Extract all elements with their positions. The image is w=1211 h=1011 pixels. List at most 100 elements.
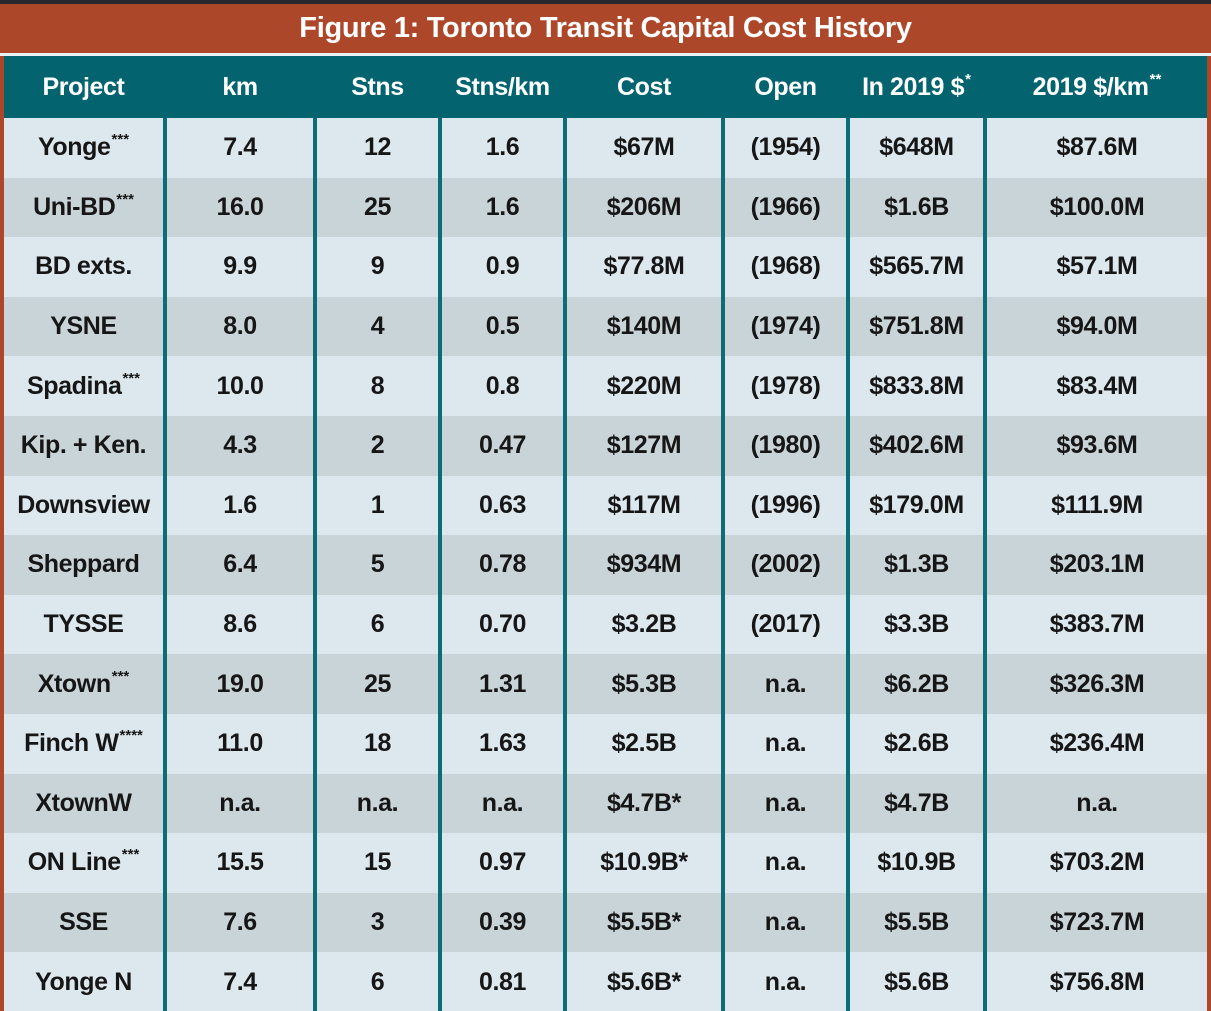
table-cell-value: 15 bbox=[363, 848, 391, 877]
table-cell-value: $179.0M bbox=[869, 490, 964, 519]
table-cell: n.a. bbox=[725, 773, 850, 834]
table-cell: $67M bbox=[567, 118, 725, 178]
table-cell-value: (1954) bbox=[750, 133, 821, 162]
table-cell: $111.9M bbox=[987, 476, 1207, 536]
table-cell: 0.8 bbox=[442, 356, 567, 416]
table-cell: (1978) bbox=[725, 356, 850, 416]
table-row: ON Line *** 15.5 15 0.97 $10.9B* n.a. $10.9B $70… bbox=[4, 833, 1207, 893]
table-row: BD exts. 9.9 9 0.9 $77.8M (1968) $565.7M $57.1M bbox=[4, 237, 1207, 297]
table-cell: 15 bbox=[317, 833, 442, 893]
table-cell-value: n.a. bbox=[1076, 788, 1118, 817]
table-cell: Yonge *** bbox=[4, 118, 167, 178]
table-cell: n.a. bbox=[725, 654, 850, 714]
table-cell: $4.7B* bbox=[567, 773, 725, 834]
title-separator-line bbox=[0, 53, 1211, 56]
table-cell-value: 0.70 bbox=[478, 610, 527, 639]
table-cell-value: ON Line bbox=[27, 848, 121, 877]
footnote-marker: ** bbox=[1149, 70, 1162, 88]
table-cell: 19.0 bbox=[167, 654, 317, 714]
footnote-marker: *** bbox=[116, 190, 134, 208]
table-cell-value: $220M bbox=[606, 371, 682, 400]
table-cell-value: $10.9B bbox=[877, 848, 956, 877]
table-cell-value: 1.6 bbox=[223, 490, 257, 519]
table-row: XtownW n.a. n.a. n.a. $4.7B* n.a. $4.7B n.a. bbox=[4, 773, 1207, 834]
table-cell: 6 bbox=[317, 594, 442, 655]
header-cell-label: Project bbox=[42, 72, 125, 101]
table-cell: 0.5 bbox=[442, 296, 567, 357]
table-cell-value: 19.0 bbox=[216, 669, 264, 698]
table-cell-value: $703.2M bbox=[1049, 848, 1145, 877]
table-cell: (2002) bbox=[725, 535, 850, 595]
footnote-marker: * bbox=[965, 70, 971, 88]
table-cell-value: $93.6M bbox=[1056, 431, 1138, 460]
table-cell: $934M bbox=[567, 535, 725, 595]
table-header-row: Project km Stns Stns/km Cost Open In 2019 $ * 20… bbox=[4, 56, 1207, 118]
table-cell: (1968) bbox=[725, 237, 850, 297]
table-cell: $57.1M bbox=[987, 237, 1207, 297]
table-cell: $1.3B bbox=[850, 535, 987, 595]
table-cell: 0.39 bbox=[442, 892, 567, 953]
table-cell: Kip. + Ken. bbox=[4, 415, 167, 476]
table-cell-value: 8.6 bbox=[223, 610, 257, 639]
table-cell-value: $5.3B bbox=[611, 669, 677, 698]
table-cell: $127M bbox=[567, 415, 725, 476]
table-cell-value: 6 bbox=[370, 610, 385, 639]
table-cell: $2.6B bbox=[850, 713, 987, 774]
table-cell: 4 bbox=[317, 296, 442, 357]
table-row: Yonge *** 7.4 12 1.6 $67M (1954) $648M $87.6M bbox=[4, 118, 1207, 178]
table-cell-value: 4.3 bbox=[223, 431, 257, 460]
table-row: YSNE 8.0 4 0.5 $140M (1974) $751.8M $94.0M bbox=[4, 296, 1207, 357]
table-cell-value: 9 bbox=[370, 252, 385, 281]
table-cell-value: (1966) bbox=[750, 192, 821, 221]
table-cell: $83.4M bbox=[987, 356, 1207, 416]
table-cell-value: $140M bbox=[606, 312, 682, 341]
table-cell-value: 0.5 bbox=[485, 312, 520, 341]
table-cell-value: $5.6B* bbox=[606, 967, 682, 996]
table-cell-value: 0.9 bbox=[485, 252, 520, 281]
table-cell: $402.6M bbox=[850, 415, 987, 476]
table-cell-value: (1978) bbox=[750, 371, 821, 400]
table-cell-value: $934M bbox=[606, 550, 682, 579]
table-cell: BD exts. bbox=[4, 237, 167, 297]
table-cell-value: $1.6B bbox=[884, 192, 949, 221]
table-cell: 0.47 bbox=[442, 415, 567, 476]
table-cell-value: 18 bbox=[363, 729, 391, 758]
table-cell: (2017) bbox=[725, 594, 850, 655]
table-cell-value: XtownW bbox=[35, 788, 132, 817]
table-cell-value: 5 bbox=[370, 550, 385, 579]
table-cell: 10.0 bbox=[167, 356, 317, 416]
table-cell: 8.0 bbox=[167, 296, 317, 357]
table-cell-value: $117M bbox=[607, 490, 681, 519]
header-cell-label: km bbox=[222, 72, 258, 101]
table-cell: 5 bbox=[317, 535, 442, 595]
table-cell: 15.5 bbox=[167, 833, 317, 893]
table-cell: 9 bbox=[317, 237, 442, 297]
table-row: Sheppard 6.4 5 0.78 $934M (2002) $1.3B $203.1M bbox=[4, 535, 1207, 595]
table-cell-value: $127M bbox=[606, 431, 682, 460]
table-cell-value: n.a. bbox=[764, 669, 807, 698]
table-cell-value: 25 bbox=[363, 192, 391, 221]
table-cell-value: $4.7B bbox=[884, 788, 949, 817]
table-cell: $5.5B bbox=[850, 892, 987, 953]
table-cell-value: (2002) bbox=[750, 550, 821, 579]
table-cell: $723.7M bbox=[987, 893, 1207, 953]
table-cell: n.a. bbox=[725, 713, 850, 774]
table-cell-value: 7.6 bbox=[223, 908, 257, 937]
table-row: Yonge N 7.4 6 0.81 $5.6B* n.a. $5.6B $756.8M bbox=[4, 952, 1207, 1011]
table-cell: $140M bbox=[567, 296, 725, 357]
table-cell: 8.6 bbox=[167, 594, 317, 655]
table-cell-value: 0.47 bbox=[478, 431, 527, 460]
table-row: SSE 7.6 3 0.39 $5.5B* n.a. $5.5B $723.7M bbox=[4, 892, 1207, 953]
table-cell-value: 0.39 bbox=[478, 908, 527, 937]
table-cell-value: Downsview bbox=[17, 490, 150, 519]
table-cell: Finch W **** bbox=[4, 713, 167, 774]
table-cell-value: (1980) bbox=[750, 431, 821, 460]
table-cell-value: 9.9 bbox=[223, 252, 257, 281]
table-cell-value: $5.5B* bbox=[606, 908, 682, 937]
table-cell-value: Spadina bbox=[27, 371, 122, 400]
table-cell: $236.4M bbox=[987, 714, 1207, 774]
header-cell-km: km bbox=[167, 56, 317, 118]
table-cell-value: 1.6 bbox=[485, 133, 520, 162]
table-cell: $3.3B bbox=[850, 594, 987, 655]
table-cell: Spadina *** bbox=[4, 356, 167, 416]
